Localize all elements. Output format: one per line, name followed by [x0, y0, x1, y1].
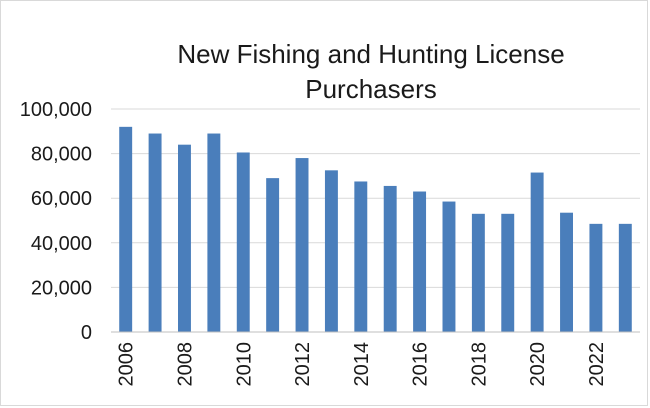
bar: [295, 158, 309, 332]
x-tick-label: 2016: [410, 342, 432, 387]
bar: [471, 213, 485, 332]
bar: [354, 181, 368, 332]
bar: [618, 223, 632, 332]
bar: [413, 191, 427, 332]
bar: [266, 178, 280, 332]
x-tick-label: 2006: [116, 342, 138, 387]
bar: [178, 144, 191, 332]
y-tick-label: 60,000: [31, 188, 92, 210]
bar: [501, 213, 515, 332]
y-tick-label: 20,000: [31, 277, 92, 299]
x-tick-label: 2014: [351, 342, 373, 387]
x-tick-label: 2010: [233, 342, 255, 387]
x-tick-label: 2008: [174, 342, 196, 387]
x-tick-label: 2020: [527, 342, 549, 387]
chart-title: New Fishing and Hunting License Purchase…: [177, 39, 565, 104]
y-tick-label: 80,000: [31, 144, 92, 166]
y-tick-label: 0: [81, 322, 92, 344]
bar: [148, 133, 162, 332]
bar: [530, 172, 544, 332]
y-tick-label: 100,000: [20, 99, 92, 121]
bar: [589, 223, 603, 332]
bar: [442, 201, 456, 332]
bar: [119, 126, 133, 332]
x-tick-label: 2018: [468, 342, 490, 387]
bar: [324, 170, 338, 332]
x-tick-label: 2022: [586, 342, 608, 387]
bar: [383, 185, 397, 332]
y-tick-label: 40,000: [31, 233, 92, 255]
x-tick-label: 2012: [292, 342, 314, 387]
bar: [236, 152, 250, 332]
bar: [207, 133, 221, 332]
bar: [560, 212, 573, 332]
